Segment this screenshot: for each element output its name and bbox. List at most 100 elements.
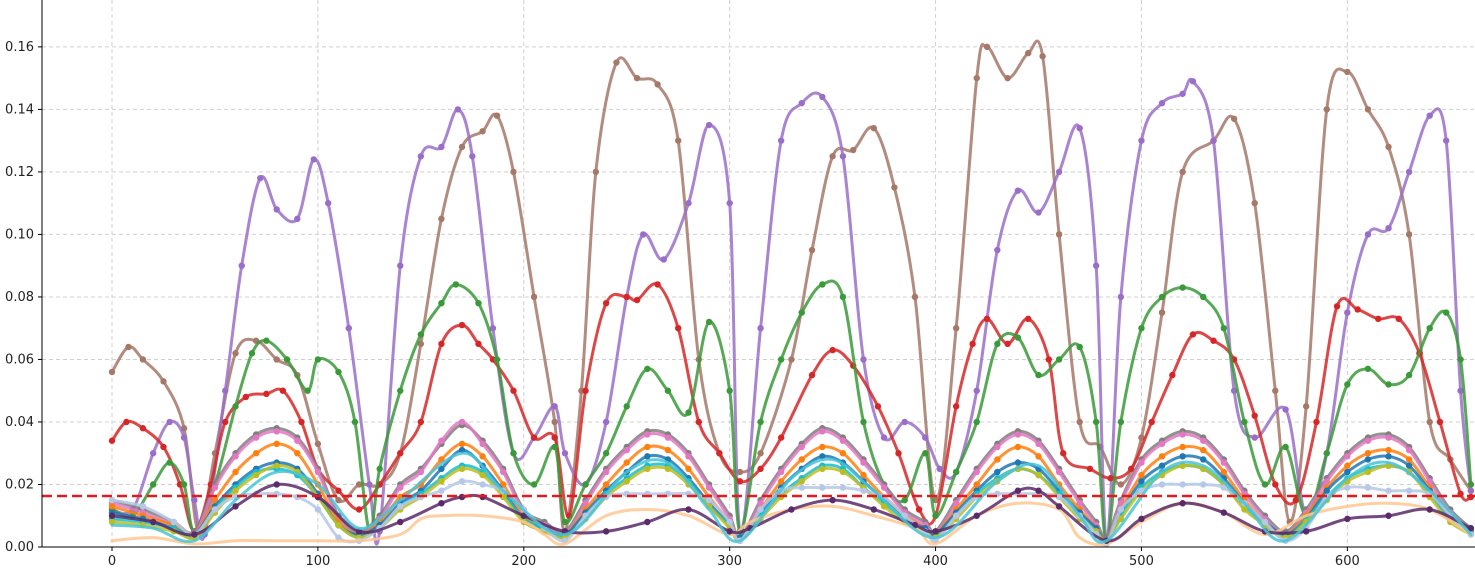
data-point [1035, 471, 1042, 479]
data-point [273, 206, 280, 213]
data-point [1086, 465, 1094, 473]
data-point [438, 500, 445, 507]
data-point [1210, 137, 1217, 144]
data-point [1138, 459, 1145, 466]
data-point [1344, 68, 1351, 76]
data-point [664, 387, 672, 394]
data-point [294, 437, 301, 444]
data-point [850, 146, 857, 154]
data-point [170, 518, 177, 526]
data-point [438, 437, 445, 444]
data-point [438, 143, 445, 151]
data-point [839, 484, 847, 491]
data-point [922, 434, 929, 441]
data-point [160, 443, 167, 451]
data-point [860, 418, 867, 426]
data-point [1467, 487, 1475, 494]
data-point [1426, 418, 1433, 426]
data-point [644, 453, 651, 460]
data-point [108, 437, 116, 444]
data-point [973, 387, 980, 394]
data-point [1055, 503, 1063, 510]
data-point [1405, 371, 1413, 379]
data-point [530, 481, 538, 488]
data-point [1076, 500, 1083, 507]
data-point [1092, 418, 1100, 426]
data-point [644, 431, 651, 438]
data-point [355, 481, 363, 488]
data-point [726, 518, 733, 526]
data-point [1045, 356, 1053, 363]
data-point [685, 506, 692, 513]
data-point [397, 484, 404, 491]
x-tick-label: 0 [108, 554, 116, 569]
data-point [602, 418, 610, 426]
data-point [901, 496, 908, 504]
data-point [994, 340, 1001, 348]
data-point [839, 468, 847, 476]
data-point [808, 371, 816, 379]
data-point [1292, 496, 1300, 504]
data-point [685, 453, 692, 460]
data-point [1405, 446, 1413, 454]
data-point [1251, 434, 1258, 441]
data-point [654, 281, 661, 288]
data-point [458, 143, 466, 151]
data-point [1282, 443, 1289, 451]
data-point [1200, 456, 1207, 463]
data-point [1405, 487, 1413, 494]
data-point [108, 512, 116, 519]
data-point [860, 459, 867, 466]
data-point [438, 299, 445, 307]
data-point [1261, 481, 1269, 488]
data-point [139, 503, 147, 510]
data-point [1179, 500, 1186, 507]
data-point [994, 443, 1001, 451]
data-point [1344, 462, 1351, 469]
data-point [397, 518, 404, 526]
data-point [551, 434, 558, 441]
data-point [279, 387, 287, 394]
data-point [829, 153, 836, 160]
data-point [695, 418, 702, 426]
data-point [125, 343, 132, 351]
data-point [1385, 224, 1392, 232]
data-point [1364, 437, 1372, 444]
data-point [191, 496, 198, 504]
data-point [438, 215, 445, 222]
data-point [252, 450, 260, 457]
data-point [952, 403, 960, 410]
data-point [242, 393, 250, 401]
data-point [310, 156, 317, 163]
data-point [479, 481, 486, 488]
data-point [994, 468, 1001, 476]
data-point [238, 262, 245, 269]
data-point [874, 403, 882, 410]
data-point [417, 418, 425, 426]
data-point [222, 418, 229, 426]
data-point [973, 481, 980, 488]
y-tick-label: 0.02 [5, 477, 34, 492]
y-tick-label: 0.14 [5, 102, 34, 117]
data-point [808, 246, 816, 254]
data-point [1375, 315, 1382, 323]
data-point [1060, 450, 1067, 457]
data-point [1385, 446, 1392, 454]
x-tick-label: 500 [1129, 554, 1154, 569]
data-point [1158, 293, 1166, 301]
data-point [263, 390, 270, 398]
data-point [283, 356, 291, 363]
data-point [1138, 478, 1145, 485]
data-point [644, 465, 651, 473]
data-point [798, 484, 805, 491]
data-point [1138, 515, 1145, 523]
data-point [458, 418, 466, 426]
data-point [1313, 418, 1320, 426]
data-point [1055, 168, 1063, 176]
data-point [757, 450, 764, 457]
data-point [314, 356, 322, 363]
data-point [798, 456, 805, 463]
data-point [952, 325, 960, 332]
data-point [705, 496, 713, 504]
